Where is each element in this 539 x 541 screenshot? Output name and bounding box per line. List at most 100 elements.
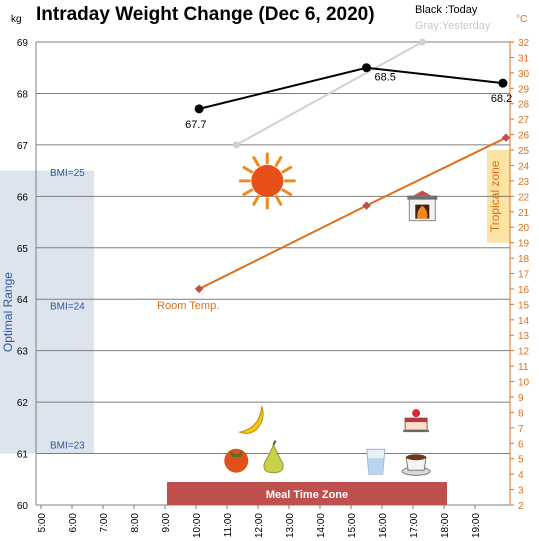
- sun-ray: [274, 194, 283, 206]
- y-right-tick-label: 29: [518, 84, 530, 95]
- y-right-tick-label: 28: [518, 100, 530, 111]
- y-right-tick-label: 17: [518, 270, 530, 281]
- y-right-tick-label: 4: [518, 470, 524, 481]
- y-right-tick-label: 32: [518, 38, 530, 49]
- bmi-label: BMI=24: [50, 302, 85, 313]
- series-layer: Room Temp. 67.7 68.5 68.2: [157, 38, 512, 312]
- y-right-tick-label: 20: [518, 223, 530, 234]
- y-left-tick-label: 64: [17, 295, 29, 306]
- sun-ray: [281, 188, 293, 196]
- y-right-tick-label: 26: [518, 131, 530, 142]
- y-right-tick-label: 18: [518, 254, 530, 265]
- glass-water: [367, 458, 384, 475]
- y-left-tick-label: 66: [17, 192, 29, 203]
- y-right-tick-label: 15: [518, 300, 530, 311]
- x-tick-label: 10:00: [192, 513, 203, 538]
- y-right-tick-label: 5: [518, 455, 524, 466]
- x-tick-label: 18:00: [440, 513, 451, 538]
- coffee-liquid: [406, 454, 427, 461]
- x-tick-label: 14:00: [316, 513, 327, 538]
- icon-layer: [224, 152, 438, 476]
- tropical-zone-label: Tropical zone: [488, 160, 502, 232]
- meal-time-zone-band: [167, 482, 447, 505]
- meal-time-zone-label: Meal Time Zone: [266, 489, 348, 501]
- x-tick-label: 16:00: [378, 513, 389, 538]
- today-data-label: 67.7: [185, 119, 206, 131]
- today-data-label: 68.2: [491, 93, 512, 105]
- y-right-tick-label: 3: [518, 486, 524, 497]
- room-temp-point: [194, 284, 204, 294]
- x-tick-label: 11:00: [223, 513, 234, 538]
- fireplace-mantel: [407, 195, 438, 200]
- legend-yesterday: Gray:Yesterday: [415, 20, 491, 32]
- x-tick-label: 9:00: [161, 513, 172, 533]
- y-right-tick-label: 31: [518, 53, 530, 64]
- cake-icon: [403, 409, 430, 433]
- room-temp-point: [501, 133, 511, 142]
- chart-title: Intraday Weight Change (Dec 6, 2020): [36, 4, 375, 25]
- y-left-tick-label: 68: [17, 89, 29, 100]
- y-right-tick-label: 19: [518, 239, 530, 250]
- yesterday-point: [232, 141, 240, 149]
- sun-ray: [252, 156, 260, 167]
- legend-today: Black :Today: [415, 4, 478, 16]
- persimmon-body: [224, 448, 249, 473]
- sun-ray: [274, 156, 283, 167]
- yesterday-line: [235, 41, 423, 146]
- y-right-tick-label: 16: [518, 285, 530, 296]
- y-right-tick-label: 30: [518, 69, 530, 80]
- y-right-tick-label: 21: [518, 208, 530, 219]
- sun-ray: [281, 165, 293, 174]
- y-right-tick-label: 22: [518, 192, 530, 203]
- y-right-tick-label: 11: [518, 362, 529, 373]
- y-right-tick-label: 14: [518, 316, 530, 327]
- fireplace-top: [413, 190, 432, 196]
- y-right-tick-label: 25: [518, 146, 530, 157]
- y-right-tick-label: 10: [518, 378, 530, 389]
- x-tick-label: 6:00: [68, 513, 79, 533]
- sun-disc: [251, 164, 284, 197]
- right-axis-unit: °C: [516, 14, 527, 25]
- fireplace-flame: [417, 205, 428, 219]
- persimmon-leaves: [229, 450, 244, 457]
- y-right-tick-label: 8: [518, 408, 524, 419]
- x-tick-label: 12:00: [254, 513, 265, 538]
- x-tick-label: 19:00: [471, 513, 482, 538]
- sun-ray: [242, 165, 254, 174]
- y-left-tick-label: 62: [17, 398, 29, 409]
- y-right-tick-label: 27: [518, 115, 530, 126]
- y-left-tick-label: 61: [17, 450, 29, 461]
- y-left-tick-label: 69: [17, 38, 29, 49]
- y-right-tick-label: 7: [518, 424, 524, 435]
- axes: 6061626364656667686923456789101112131415…: [17, 38, 530, 538]
- cake-frosting: [405, 418, 428, 423]
- y-right-tick-label: 12: [518, 347, 530, 358]
- today-point: [498, 78, 508, 88]
- gridlines: [36, 41, 510, 506]
- sun-ray: [242, 188, 254, 196]
- x-tick-label: 5:00: [37, 513, 48, 533]
- bmi-label: BMI=25: [50, 168, 85, 179]
- pear-stem: [272, 440, 277, 446]
- y-left-tick-label: 65: [17, 244, 29, 255]
- pear-body: [263, 443, 284, 474]
- x-tick-label: 13:00: [285, 513, 296, 538]
- optimal-range-band: [0, 170, 94, 454]
- cake-plate: [403, 430, 430, 433]
- optimal-range-label: Optimal Range: [1, 272, 15, 352]
- y-right-tick-label: 13: [518, 331, 530, 342]
- pear-icon: [263, 440, 284, 474]
- coffee-icon: [401, 454, 431, 476]
- y-left-tick-label: 60: [17, 501, 29, 512]
- persimmon-icon: [224, 448, 249, 473]
- water-glass-icon: [366, 448, 386, 475]
- cake-cherry: [412, 409, 421, 418]
- bmi-label: BMI=23: [50, 440, 85, 451]
- x-tick-label: 8:00: [130, 513, 141, 533]
- x-tick-label: 17:00: [409, 513, 420, 538]
- yesterday-point: [418, 38, 426, 46]
- y-right-tick-label: 2: [518, 501, 524, 512]
- banana-shape: [238, 405, 264, 434]
- x-tick-label: 15:00: [347, 513, 358, 538]
